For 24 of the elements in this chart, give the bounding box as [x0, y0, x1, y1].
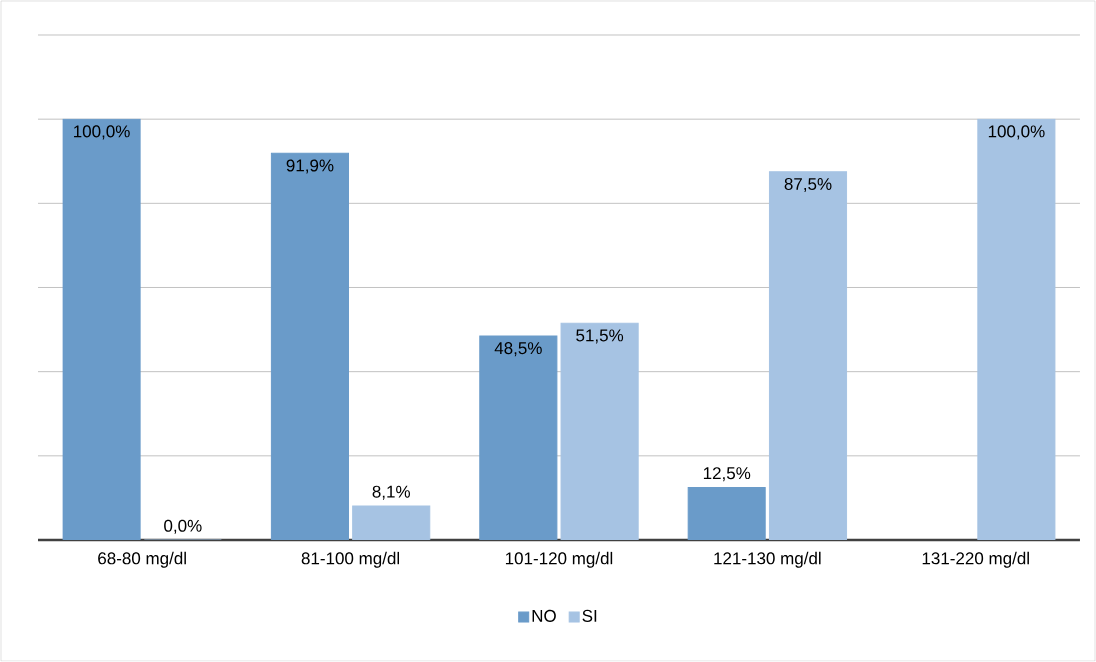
data-label: 51,5%: [576, 329, 624, 344]
data-label: 8,1%: [372, 485, 410, 500]
data-label: 48,5%: [494, 342, 542, 357]
bar: [62, 118, 141, 540]
data-label: 0,0%: [164, 519, 202, 534]
bar: [270, 152, 349, 540]
bar: [352, 505, 431, 540]
bar: [560, 322, 639, 540]
data-label: 100,0%: [988, 125, 1045, 140]
x-tick-label: 101-120 mg/dl: [505, 551, 613, 568]
data-label: 12,5%: [703, 467, 751, 482]
x-tick-label: 121-130 mg/dl: [714, 551, 821, 568]
bar: [687, 486, 766, 540]
bar: [479, 335, 558, 540]
x-tick-label: 81-100 mg/dl: [301, 551, 400, 568]
legend-label: NO: [532, 609, 556, 622]
data-label: 91,9%: [286, 159, 334, 174]
x-tick-label: 131-220 mg/dl: [922, 551, 1029, 568]
legend-label: SI: [582, 609, 597, 622]
data-label: 87,5%: [784, 177, 832, 193]
data-label: 100,0%: [74, 125, 130, 140]
x-tick-label: 68-80 mg/dl: [98, 551, 186, 568]
bar: [977, 118, 1056, 540]
bar: [768, 171, 848, 540]
